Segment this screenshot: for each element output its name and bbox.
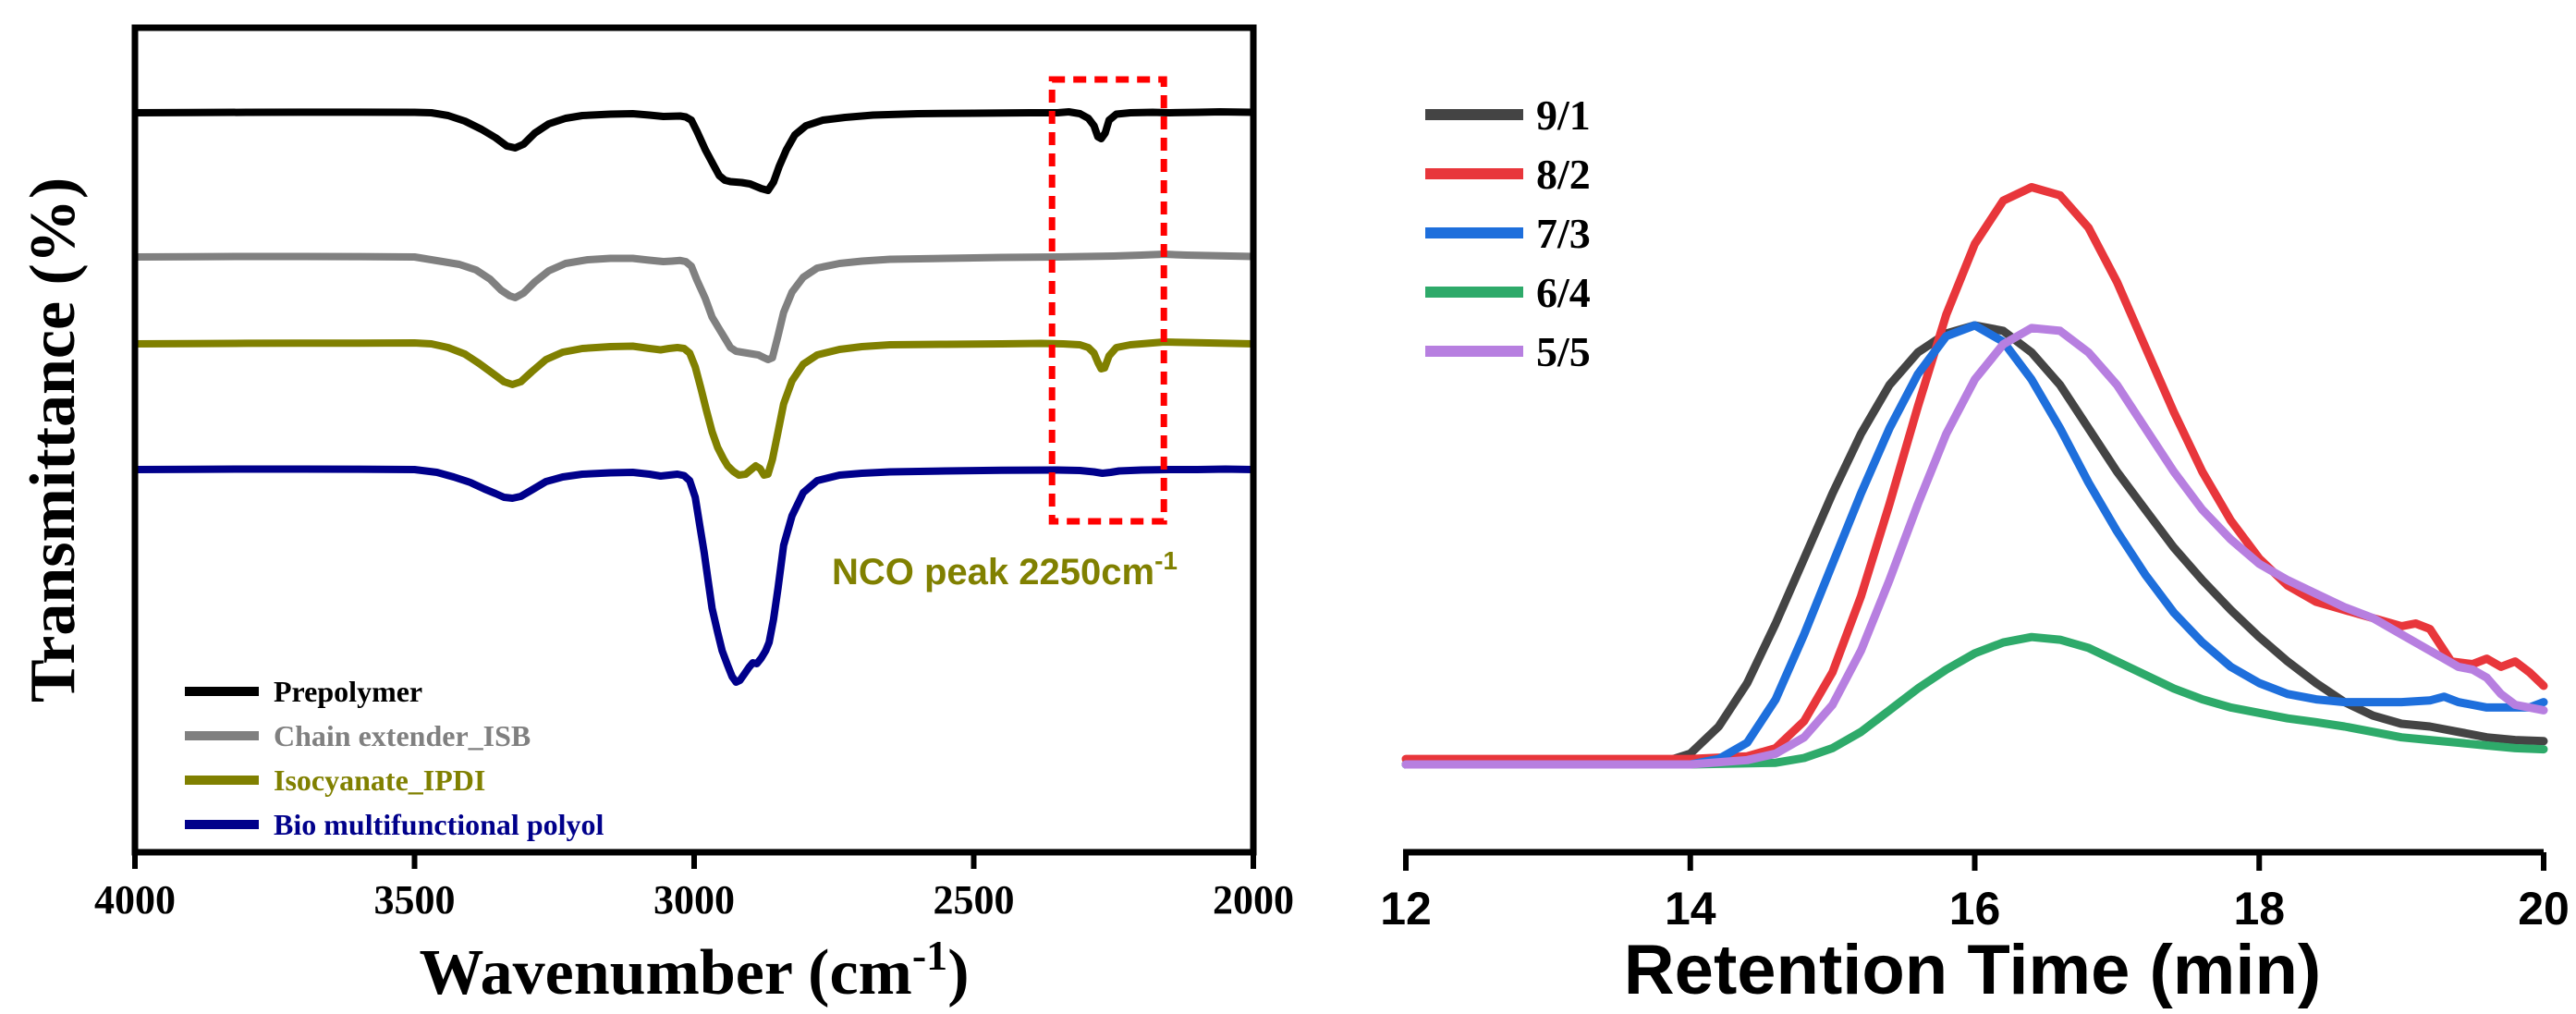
ftir-legend-label-isocyanate-ipdi: Isocyanate_IPDI [274, 764, 485, 797]
gpc-line-7-3 [1401, 321, 2548, 769]
gpc-line-5-5 [1401, 324, 2548, 769]
ftir-legend-label-bio-multifunctional-polyol: Bio multifunctional polyol [274, 808, 604, 841]
ftir-x-ticks: 4000 3500 3000 2500 2000 [94, 852, 1294, 922]
gpc-x-tick-label-20: 20 [2518, 883, 2570, 935]
gpc-legend-label-9-1: 9/1 [1536, 92, 1591, 139]
gpc-legend-label-7-3: 7/3 [1536, 210, 1591, 257]
ftir-series-lines [134, 108, 1254, 686]
gpc-panel: 9/1 8/2 7/3 6/4 5/5 12 14 16 18 20 Retention Tim… [1380, 92, 2570, 1009]
gpc-x-axis-title: Retention Time (min) [1624, 931, 2321, 1009]
ftir-legend-label-chain-extender-isb: Chain extender_ISB [274, 719, 531, 752]
ftir-x-axis-title-sup: -1 [912, 932, 947, 979]
ftir-line-bio-multifunctional-polyol [134, 465, 1254, 686]
ftir-legend: Prepolymer Chain extender_ISB Isocyanate_I… [185, 675, 604, 841]
gpc-line-6-4 [1401, 632, 2548, 769]
gpc-line-9-1 [1401, 321, 2548, 769]
gpc-x-tick-label-14: 14 [1665, 883, 1716, 935]
ftir-line-isocyanate-ipdi [134, 338, 1254, 479]
nco-annotation-sup: -1 [1154, 546, 1178, 575]
gpc-x-tick-label-16: 16 [1949, 883, 2001, 935]
ftir-x-axis-title: Wavenumber (cm-1) [419, 932, 969, 1008]
gpc-x-tick-label-18: 18 [2233, 883, 2285, 935]
gpc-x-tick-label-12: 12 [1380, 883, 1432, 935]
ftir-x-tick-label-3000: 3000 [653, 877, 735, 922]
gpc-series-lines [1401, 183, 2548, 769]
gpc-legend-label-8-2: 8/2 [1536, 151, 1591, 198]
ftir-x-tick-label-4000: 4000 [94, 877, 176, 922]
nco-annotation: NCO peak 2250cm-1 [832, 546, 1178, 593]
gpc-legend: 9/1 8/2 7/3 6/4 5/5 [1425, 92, 1591, 375]
ftir-x-tick-label-2500: 2500 [934, 877, 1015, 922]
ftir-x-axis-title-close: ) [947, 937, 969, 1008]
ftir-x-tick-label-3500: 3500 [374, 877, 456, 922]
ftir-x-tick-label-2000: 2000 [1213, 877, 1294, 922]
ftir-x-axis-title-main: Wavenumber (cm [419, 937, 911, 1008]
gpc-legend-label-5-5: 5/5 [1536, 328, 1591, 375]
nco-highlight-box [1048, 76, 1167, 525]
gpc-legend-label-6-4: 6/4 [1536, 269, 1591, 316]
ftir-legend-label-prepolymer: Prepolymer [274, 675, 422, 708]
ftir-y-axis-title: Transmittance (%) [18, 177, 89, 702]
ftir-line-prepolymer [134, 108, 1254, 194]
ftir-line-chain-extender-isb [134, 250, 1254, 363]
nco-annotation-text: NCO peak 2250cm [832, 552, 1154, 593]
gpc-x-ticks: 12 14 16 18 20 [1380, 852, 2570, 935]
